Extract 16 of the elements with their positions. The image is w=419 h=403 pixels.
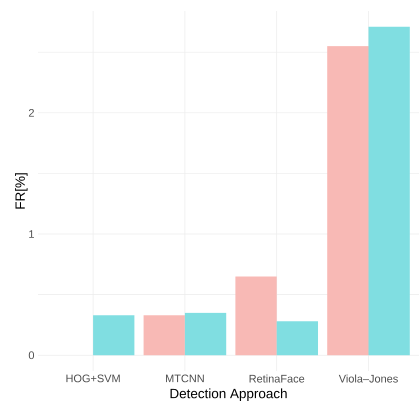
bar [93,315,134,356]
x-tick-label: Viola–Jones [338,374,398,383]
bar [276,321,318,356]
y-tick-label: 2 [28,109,34,117]
x-tick-label: MTCNN [166,374,204,382]
y-tick-label: 1 [29,230,34,238]
bar [235,276,277,356]
bar [368,26,410,356]
bar [184,312,226,356]
bar [144,315,185,356]
x-tick-label: HOG+SVM [66,374,120,382]
y-axis-title: FR[%] [15,173,28,209]
y-tick-label: 0 [28,351,34,360]
x-axis-title: Detection Approach [170,388,287,401]
bar [327,46,369,356]
x-tick-label: RetinaFace [250,374,304,383]
